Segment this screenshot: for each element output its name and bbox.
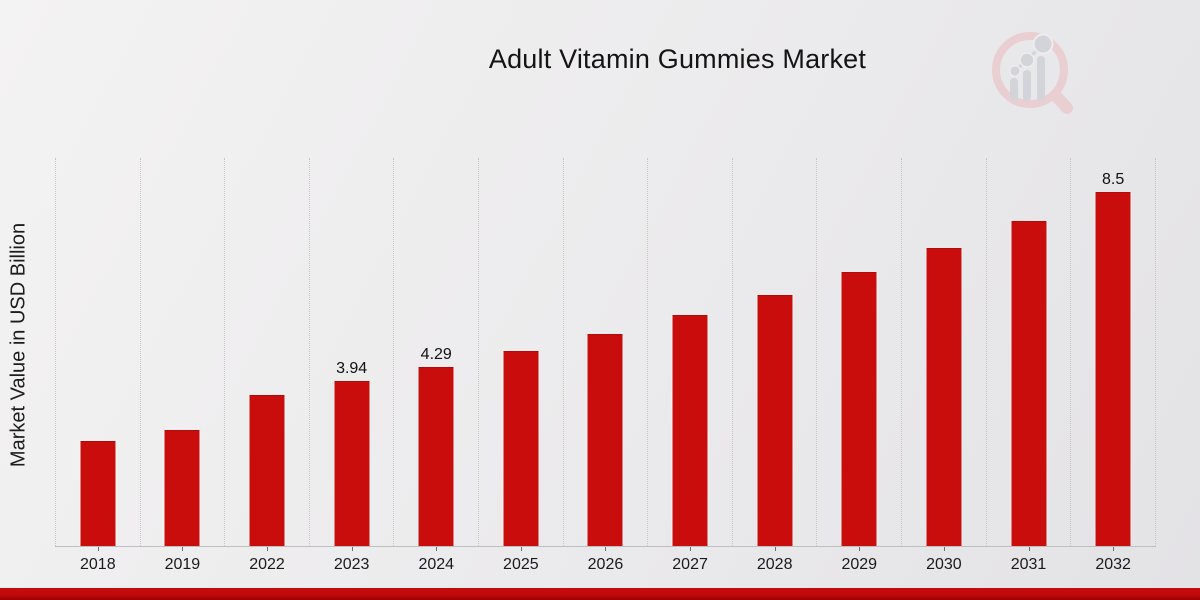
logo-bar-small: [1010, 78, 1018, 101]
magnifier-lens-ring: [992, 32, 1068, 108]
trend-dot-large: [1032, 33, 1054, 55]
category-slot-2030: 2030: [902, 158, 987, 573]
x-axis-tick: [267, 547, 269, 551]
x-axis-label-2025: 2025: [503, 556, 539, 573]
trend-dot-medium: [1019, 52, 1035, 68]
x-axis-label-2029: 2029: [841, 556, 878, 573]
x-axis-tick: [436, 547, 438, 551]
category-slot-2027: 2027: [648, 158, 733, 573]
x-axis-tick: [97, 547, 99, 551]
x-axis-tick: [182, 547, 184, 551]
x-axis-label-2027: 2027: [672, 556, 708, 573]
magnifier-logo-svg: [992, 32, 1073, 114]
x-axis-tick: [859, 547, 861, 551]
bar-2019: [164, 429, 200, 546]
trend-dot-small: [1008, 64, 1022, 78]
x-axis-tick: [351, 547, 353, 551]
category-slot-2022: 2022: [225, 158, 310, 573]
x-axis-tick: [1113, 547, 1115, 551]
y-axis-title: Market Value in USD Billion: [7, 222, 30, 468]
bar-2022: [249, 394, 285, 546]
x-axis-tick: [520, 547, 522, 551]
bar-2027: [672, 314, 708, 546]
bar-2028: [757, 294, 793, 546]
x-axis-tick: [605, 547, 607, 551]
magnifier-bar-chart-logo: [986, 28, 1082, 123]
bar-2031: [1011, 221, 1046, 546]
x-axis-tick: [774, 547, 776, 551]
bar-2029: [841, 272, 877, 546]
bar-2024: [418, 366, 454, 546]
category-slot-2031: 2031: [987, 158, 1072, 573]
x-axis-tick: [1028, 547, 1030, 551]
x-axis-label-2032: 2032: [1095, 556, 1131, 573]
bar-value-label-2032: 8.5: [1101, 170, 1125, 188]
logo-bar-tall: [1037, 56, 1045, 101]
bar-2030: [926, 247, 962, 546]
category-slot-2028: 2028: [733, 158, 818, 573]
bar-value-label-2024: 4.29: [420, 345, 452, 363]
logo-bar-medium: [1023, 70, 1031, 101]
x-axis-label-2018: 2018: [80, 556, 116, 573]
category-slot-2024: 4.29 2024: [394, 158, 480, 573]
x-axis-label-2031: 2031: [1010, 556, 1047, 573]
x-axis-label-2028: 2028: [756, 556, 793, 573]
x-axis-tick: [943, 547, 945, 551]
x-axis-label-2026: 2026: [587, 556, 624, 573]
bar-2025: [503, 351, 539, 546]
x-axis-label-2024: 2024: [418, 556, 455, 573]
category-slot-2018: 2018: [55, 158, 141, 573]
bar-2023: [334, 381, 370, 546]
category-slot-2025: 2025: [479, 158, 564, 573]
bar-value-label-2023: 3.94: [336, 360, 368, 378]
footer-red-band: [0, 588, 1200, 600]
bar-2026: [587, 333, 623, 546]
category-slot-2026: 2026: [564, 158, 649, 573]
x-axis-label-2022: 2022: [249, 556, 285, 573]
x-axis-label-2019: 2019: [164, 556, 201, 573]
chart-title: Adult Vitamin Gummies Market: [488, 44, 867, 74]
bar-2032: [1095, 191, 1131, 546]
x-axis-tick: [690, 547, 692, 551]
plot-area: 2018 2019 2022 3.94 2023 4.29 2024 2025 2026 2027…: [55, 158, 1156, 573]
x-axis-label-2030: 2030: [926, 556, 962, 573]
bar-2018: [80, 441, 116, 546]
category-slot-2029: 2029: [817, 158, 903, 573]
category-slot-2023: 3.94 2023: [310, 158, 395, 573]
magnifier-handle: [1050, 90, 1073, 114]
category-slot-2019: 2019: [141, 158, 226, 573]
x-axis-label-2023: 2023: [333, 556, 370, 573]
category-slot-2032: 8.5 2032: [1071, 158, 1156, 573]
